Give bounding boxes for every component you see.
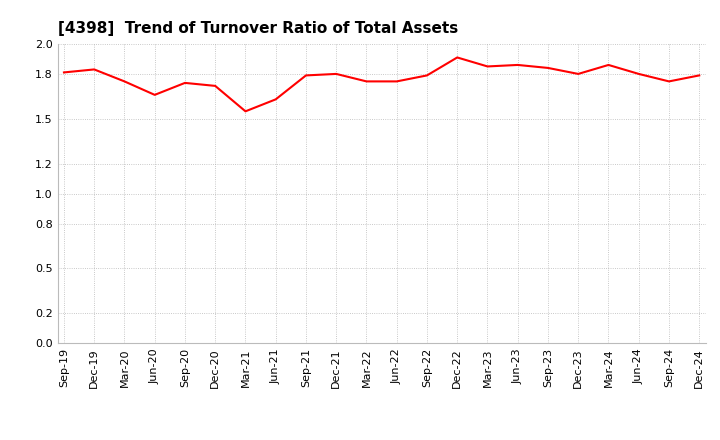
Text: [4398]  Trend of Turnover Ratio of Total Assets: [4398] Trend of Turnover Ratio of Total …: [58, 21, 458, 36]
